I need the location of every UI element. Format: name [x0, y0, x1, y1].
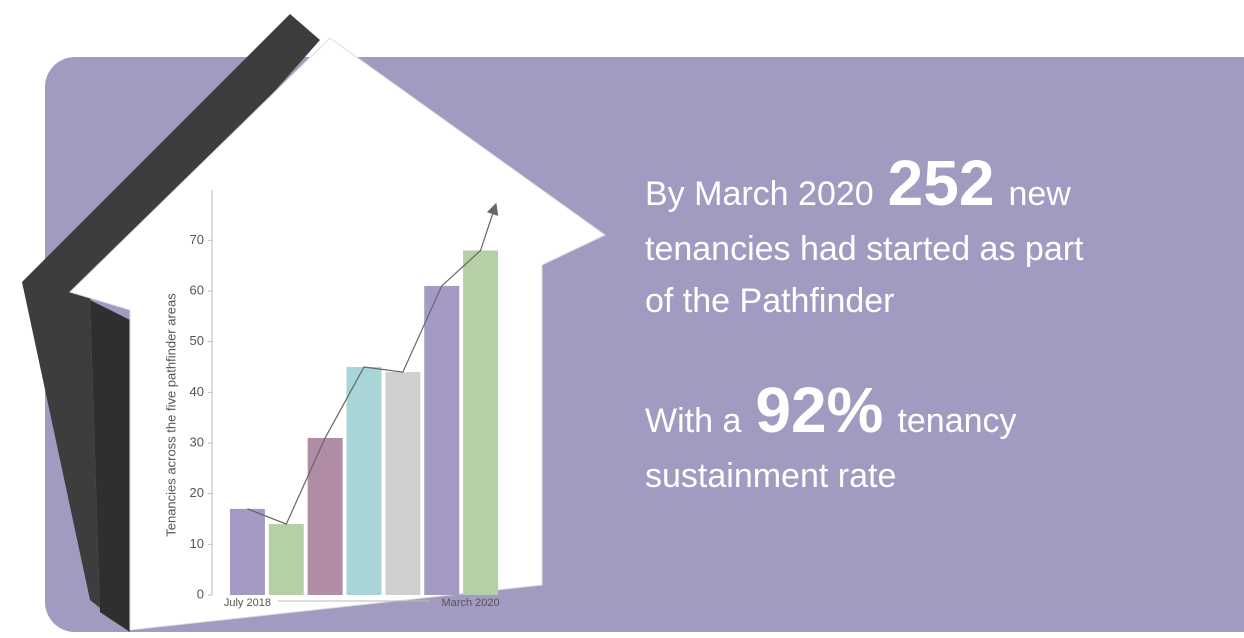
x-tick-label: March 2020 — [442, 597, 500, 609]
y-tick-label: 50 — [190, 333, 204, 348]
y-tick-label: 40 — [190, 384, 204, 399]
statement-text: new — [1008, 175, 1071, 213]
y-tick-label: 20 — [190, 485, 204, 500]
y-tick-label: 60 — [190, 282, 204, 297]
trend-arrow — [247, 202, 499, 525]
y-tick-label: 70 — [190, 232, 204, 247]
bar — [346, 367, 382, 595]
x-tick-label: July 2018 — [224, 597, 271, 609]
statement-line: With a 92% tenancy — [645, 374, 1017, 446]
bar — [424, 285, 460, 595]
statement-line: By March 2020 252 new — [645, 147, 1071, 219]
y-tick-label: 0 — [197, 586, 204, 601]
y-axis-label: Tenancies across the five pathfinder are… — [163, 293, 178, 537]
statement-highlight: 92% — [755, 374, 883, 446]
statement-text: With a — [645, 402, 741, 440]
house-side — [22, 14, 320, 632]
statement-highlight: 252 — [888, 147, 995, 219]
bar — [229, 508, 265, 595]
statement-text: By March 2020 — [645, 175, 874, 213]
statement-line: of the Pathfinder — [645, 282, 895, 320]
bar — [307, 437, 343, 595]
bar — [268, 524, 304, 595]
bar — [463, 250, 499, 595]
statement-line: sustainment rate — [645, 457, 896, 495]
y-tick-label: 10 — [190, 536, 204, 551]
statement-line: tenancies had started as part — [645, 230, 1084, 268]
bar — [385, 372, 421, 595]
statement-text: tenancy — [897, 402, 1016, 440]
y-tick-label: 30 — [190, 434, 204, 449]
house-side-dark — [90, 300, 130, 632]
